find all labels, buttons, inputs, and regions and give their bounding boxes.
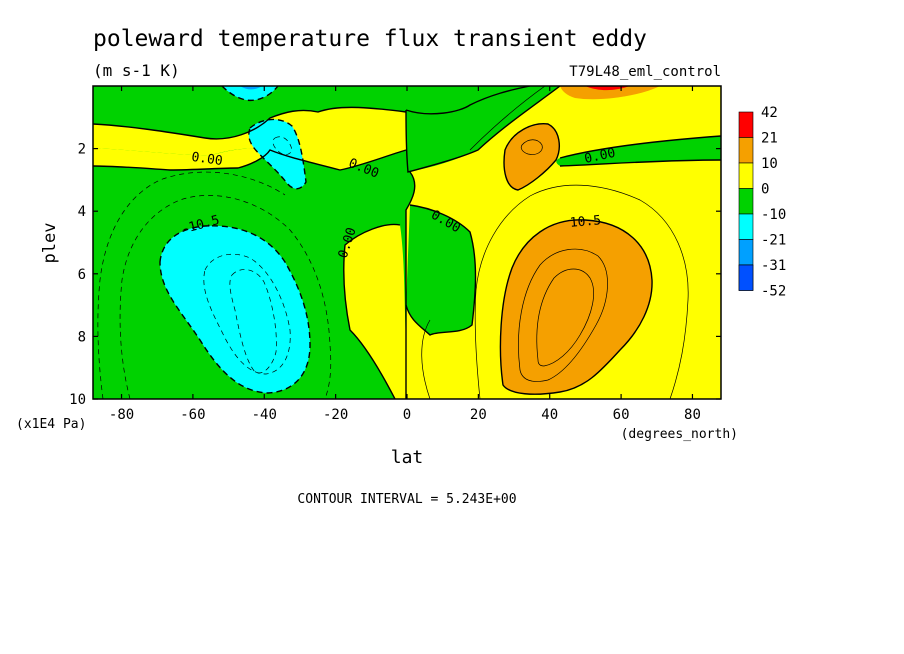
colorbar-swatch	[738, 111, 754, 138]
colorbar-swatch	[738, 162, 754, 189]
colorbar-label: 21	[761, 131, 778, 147]
y-tick-label: 4	[78, 204, 86, 220]
cyan-region-sh-upper	[248, 119, 306, 189]
y-tick-label: 8	[78, 329, 86, 345]
y-axis-title: plev	[40, 223, 60, 264]
contour-interval: CONTOUR INTERVAL = 5.243E+00	[297, 492, 516, 507]
dark-cyan-strip	[240, 86, 262, 90]
contour-value-label: 0.00	[583, 146, 617, 167]
negative-inner-contours	[97, 136, 332, 399]
colorbar-swatch	[738, 213, 754, 240]
orange-region-nh-main	[500, 219, 653, 395]
positive-inner-contours	[421, 86, 689, 399]
colorbar-label: -10	[761, 207, 786, 223]
green-region-equatorial-upper	[405, 86, 560, 172]
colorbar-label: -21	[761, 233, 786, 249]
red-region-top-strip	[585, 86, 630, 91]
green-band-nh-upper	[556, 136, 721, 166]
dataset-label: T79L48_eml_control	[569, 64, 721, 80]
x-tick-label: -20	[323, 407, 348, 423]
colorbar-swatch	[738, 137, 754, 164]
orange-region-top-strip	[560, 86, 660, 100]
x-axis-units: (degrees_north)	[621, 427, 738, 442]
colorbar-swatch	[738, 239, 754, 266]
chart-title: poleward temperature flux transient eddy	[93, 26, 647, 52]
colorbar-label: -31	[761, 258, 786, 274]
colorbar-label: -52	[761, 284, 786, 300]
x-tick-label: -40	[252, 407, 277, 423]
contour-value-label: 0.00	[190, 150, 223, 169]
colorbar-swatch	[738, 188, 754, 215]
colorbar-swatch	[738, 264, 754, 291]
x-tick-label: -60	[180, 407, 205, 423]
x-axis-title: lat	[391, 447, 424, 468]
negative-contours	[159, 86, 311, 394]
x-tick-label: 80	[684, 407, 701, 423]
zero-contours	[93, 86, 721, 399]
x-tick-label: 40	[541, 407, 558, 423]
colorbar: 42 21 10 0 -10 -21 -31 -52	[738, 105, 786, 300]
colorbar-label: 42	[761, 105, 778, 121]
green-region-equatorial-mid	[406, 205, 476, 335]
colorbar-label: 0	[761, 182, 769, 198]
orange-region-nh-upper	[504, 123, 560, 190]
yellow-region-sh-tongue	[93, 148, 270, 170]
positive-contours	[499, 123, 653, 395]
y-tick-label: 10	[69, 392, 86, 408]
contour-value-label: 10.5	[569, 213, 602, 231]
y-tick-label: 2	[78, 142, 86, 158]
chart-units: (m s-1 K)	[93, 61, 180, 80]
contour-fill	[93, 86, 721, 399]
axes: -80 -60 -40 -20 0 20 40 60 80 2 4 6 8 10	[69, 86, 721, 423]
y-axis-units: (x1E4 Pa)	[16, 417, 86, 432]
y-tick-label: 6	[78, 267, 86, 283]
x-tick-label: 0	[403, 407, 411, 423]
yellow-region-subtropical	[343, 224, 406, 399]
x-tick-label: 20	[470, 407, 487, 423]
colorbar-label: 10	[761, 156, 778, 172]
x-tick-label: -80	[109, 407, 134, 423]
x-tick-label: 60	[613, 407, 630, 423]
